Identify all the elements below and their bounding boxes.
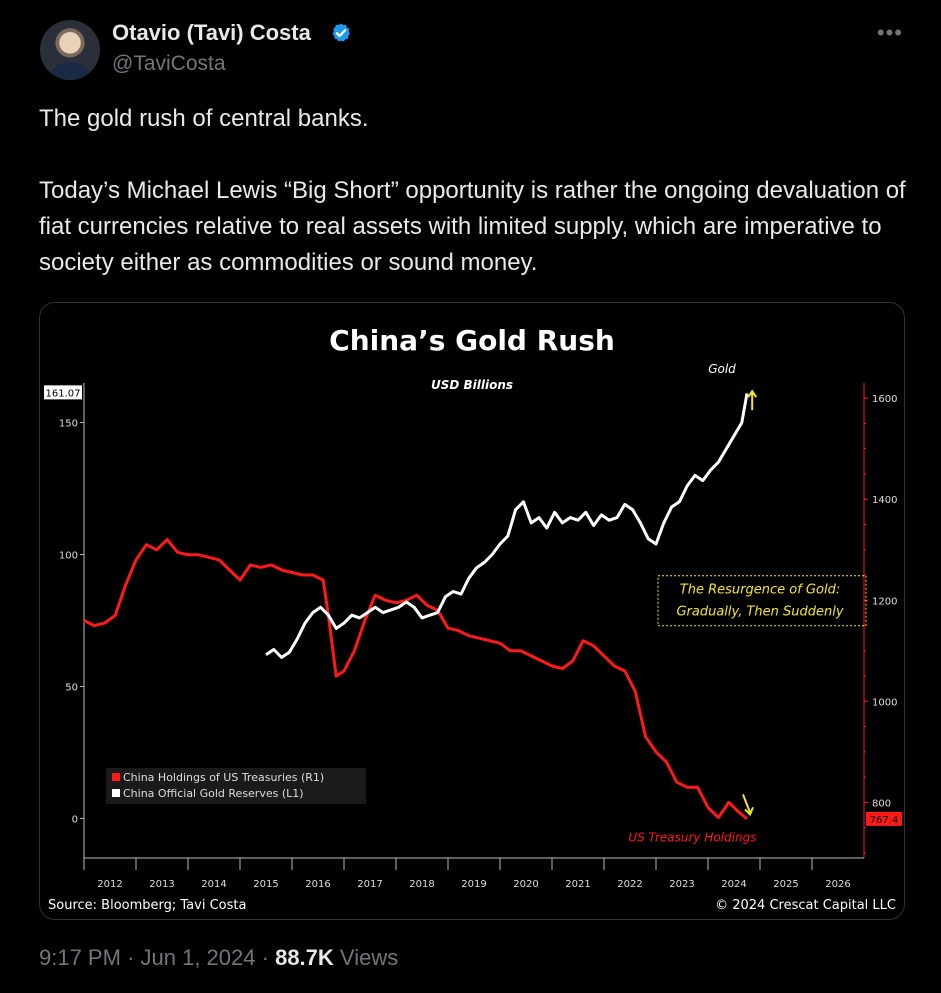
legend-swatch	[112, 789, 120, 797]
x-tick-label: 2022	[617, 879, 642, 890]
right-tick-label: 1400	[872, 495, 897, 506]
legend-label: China Holdings of US Treasuries (R1)	[123, 771, 324, 784]
tweet-date[interactable]: Jun 1, 2024	[140, 945, 256, 970]
right-tick-label: 800	[872, 798, 891, 809]
x-tick-label: 2018	[409, 879, 434, 890]
left-tick-label: 100	[59, 551, 78, 562]
chart-copyright: © 2024 Crescat Capital LLC	[715, 898, 896, 913]
x-tick-label: 2012	[97, 879, 122, 890]
chart-svg: China’s Gold Rush USD Billions 0 50 100 150 16…	[44, 324, 902, 913]
views-label[interactable]: Views	[339, 945, 399, 970]
author-name[interactable]: Otavio (Tavi) Costa	[112, 20, 311, 45]
verified-badge-icon	[332, 23, 351, 42]
x-tick-label: 2017	[357, 879, 382, 890]
right-tick-label: 1600	[872, 394, 897, 405]
annotation-resurgence-line2: Gradually, Then Suddenly	[676, 604, 843, 619]
separator: ·	[261, 945, 276, 970]
x-tick-label: 2015	[253, 879, 278, 890]
annotation-resurgence-line1: The Resurgence of Gold:	[680, 583, 840, 598]
left-tick-label: 50	[65, 682, 78, 693]
left-current-value: 161.07	[46, 388, 81, 399]
tweet-media-chart[interactable]: China’s Gold Rush USD Billions 0 50 100 150 16…	[39, 302, 905, 920]
left-current-value-box	[44, 385, 82, 400]
author-handle[interactable]: @TaviCosta	[112, 52, 226, 75]
more-icon[interactable]: •••	[876, 20, 903, 45]
x-tick-label: 2026	[825, 879, 850, 890]
tweet-text: The gold rush of central banks. Today’s …	[39, 101, 909, 281]
x-tick-label: 2016	[305, 879, 330, 890]
chart-title: China’s Gold Rush	[329, 324, 615, 357]
right-tick-label: 1200	[872, 596, 897, 607]
left-tick-label: 150	[59, 419, 78, 430]
x-tick-label: 2024	[721, 879, 746, 890]
arrow-down-icon	[742, 794, 754, 817]
chart-units-label: USD Billions	[431, 378, 513, 392]
legend-swatch	[112, 773, 120, 781]
right-current-value-box	[866, 811, 902, 826]
right-tick-label: 1000	[872, 697, 897, 708]
treasury-holdings-line	[83, 538, 748, 821]
x-tick-label: 2014	[201, 879, 226, 890]
annotation-us-treasury-holdings: US Treasury Holdings	[628, 830, 756, 844]
x-tick-label: 2023	[669, 879, 694, 890]
tweet-paragraph: Today’s Michael Lewis “Big Short” opport…	[39, 177, 906, 276]
avatar[interactable]	[40, 20, 100, 80]
x-tick-label: 2013	[149, 879, 174, 890]
legend-label: China Official Gold Reserves (L1)	[123, 787, 304, 800]
x-tick-label: 2021	[565, 879, 590, 890]
left-tick-label: 0	[72, 814, 78, 825]
tweet-time[interactable]: 9:17 PM	[39, 945, 121, 970]
tweet-meta: 9:17 PM · Jun 1, 2024 · 88.7K Views	[39, 945, 398, 971]
x-tick-label: 2019	[461, 879, 486, 890]
annotation-box	[657, 575, 867, 627]
right-current-value: 767.4	[870, 815, 899, 826]
annotation-gold: Gold	[708, 362, 736, 376]
chart-source: Source: Bloomberg; Tavi Costa	[48, 898, 246, 913]
x-tick-label: 2025	[773, 879, 798, 890]
arrow-up-icon	[747, 389, 758, 411]
legend-background	[106, 768, 366, 804]
gold-reserves-line	[265, 393, 749, 659]
views-count: 88.7K	[275, 945, 334, 970]
x-tick-label: 2020	[513, 879, 538, 890]
tweet-paragraph: The gold rush of central banks.	[39, 105, 369, 132]
separator: ·	[127, 945, 141, 970]
